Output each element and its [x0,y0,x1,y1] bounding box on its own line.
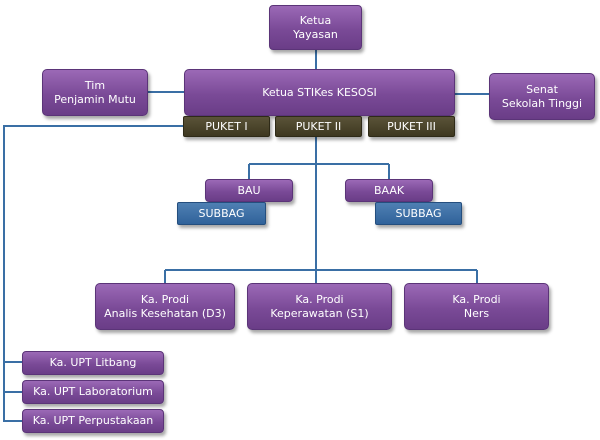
puket-ii-box: PUKET II [275,116,362,137]
bau-box: BAU [205,179,293,202]
ketua-stikes-box: Ketua STIKes KESOSI [184,69,455,116]
puket-i-box: PUKET I [183,116,270,137]
upt-perpustakaan-box: Ka. UPT Perpustakaan [22,409,164,433]
connector-prodi [164,269,478,283]
upt-laboratorium-box: Ka. UPT Laboratorium [22,380,164,404]
baak-box: BAAK [345,179,433,202]
puket-iii-box: PUKET III [368,116,455,137]
ketua-yayasan-box: Ketua Yayasan [269,5,362,50]
tim-penjamin-mutu-box: Tim Penjamin Mutu [42,69,148,116]
upt-litbang-box: Ka. UPT Litbang [22,351,164,375]
prodi-ners-box: Ka. Prodi Ners [404,283,549,330]
senat-sekolah-tinggi-box: Senat Sekolah Tinggi [489,73,595,120]
prodi-keperawatan-box: Ka. Prodi Keperawatan (S1) [247,283,392,330]
connector-upt [3,125,220,422]
prodi-analis-kesehatan-box: Ka. Prodi Analis Kesehatan (D3) [95,283,235,330]
subbag-right-box: SUBBAG [375,202,462,225]
connector-bau-baak [248,163,390,179]
subbag-left-box: SUBBAG [177,202,266,225]
